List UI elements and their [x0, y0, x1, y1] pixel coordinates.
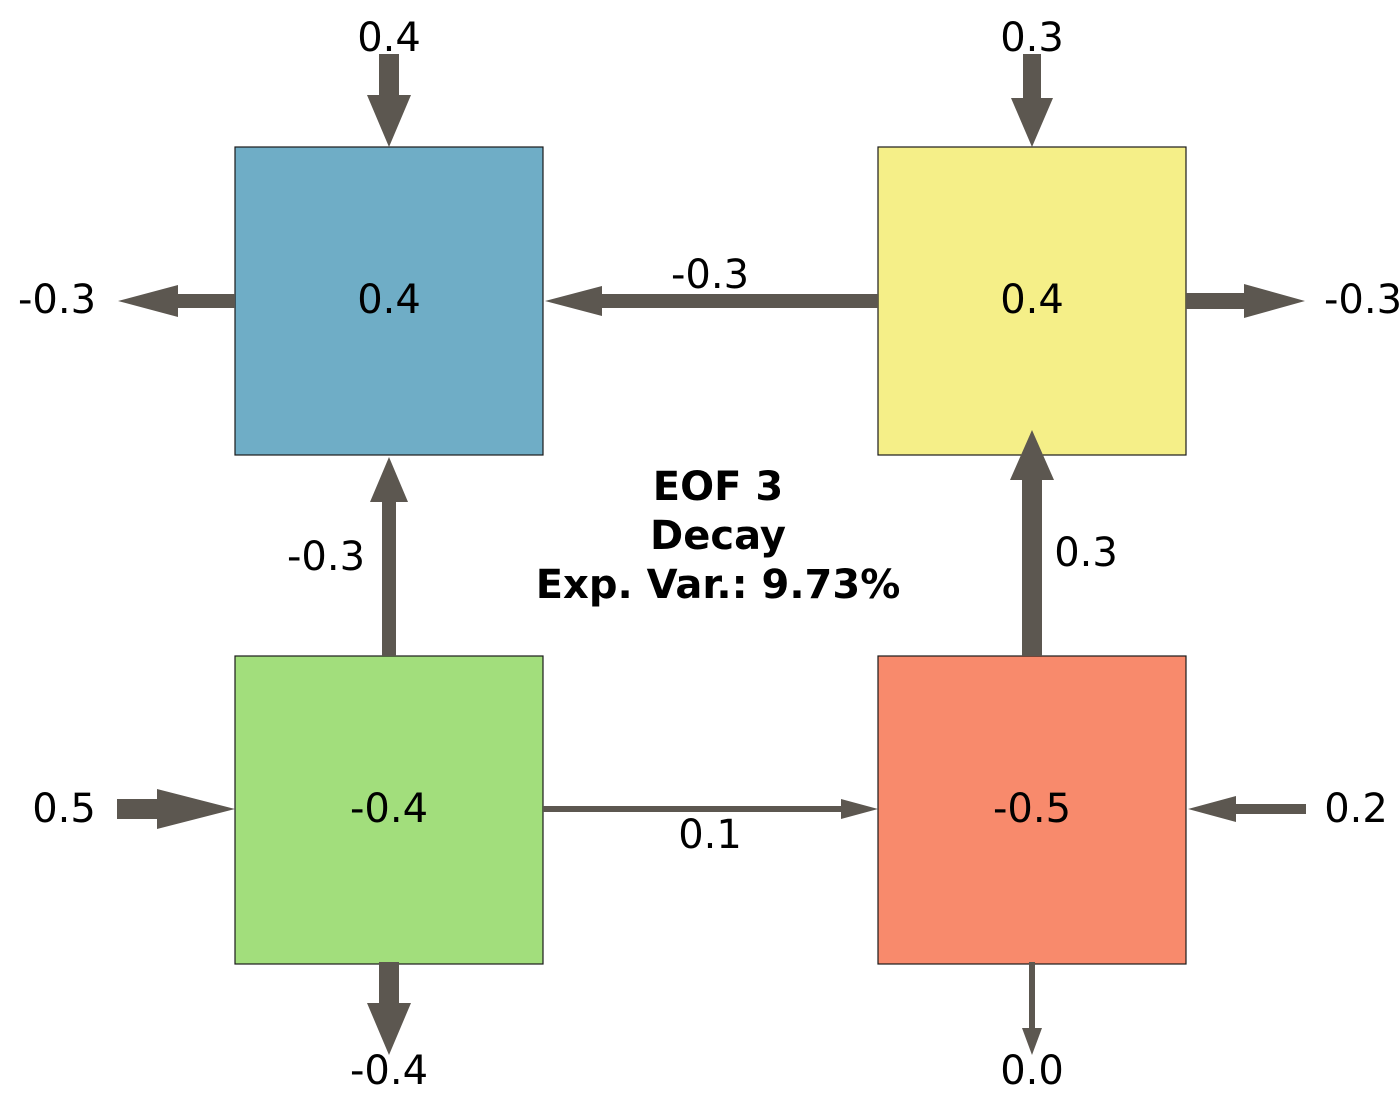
arrow-label-bottom-left-out-bottom: -0.4 [350, 1048, 428, 1094]
arrow-label-top-left-in-top: 0.4 [357, 15, 421, 61]
arrow-label-bottom-left-to-bottom-right: 0.1 [678, 812, 742, 858]
arrow-label-top-right-out-right: -0.3 [1324, 277, 1400, 323]
box-bottom-left-value: -0.4 [350, 786, 428, 832]
arrow-label-bottom-right-out-bottom: 0.0 [1000, 1048, 1064, 1094]
arrow-bottom-right-in-right [1188, 796, 1306, 822]
arrow-bottom-right-out-bottom [1022, 962, 1042, 1055]
arrow-label-top-right-in-top: 0.3 [1000, 15, 1064, 61]
arrow-bottom-right-to-top-right [1010, 430, 1054, 656]
arrow-bottom-left-in-left [117, 789, 235, 829]
box-top-left-value: 0.4 [357, 277, 421, 323]
arrow-label-bottom-right-in-right: 0.2 [1324, 786, 1388, 832]
box-top-right-value: 0.4 [1000, 277, 1064, 323]
arrow-label-top-right-to-top-left: -0.3 [671, 252, 749, 298]
diagram-title-line2: Decay [650, 513, 786, 559]
arrow-bottom-left-to-bottom-right [543, 799, 878, 819]
arrow-bottom-left-out-bottom [367, 962, 411, 1055]
arrow-label-bottom-left-to-top-left: -0.3 [287, 534, 365, 580]
arrow-top-left-in-top [367, 54, 411, 147]
arrow-top-right-in-top [1011, 54, 1053, 147]
box-top-left [234, 146, 544, 456]
box-bottom-right-value: -0.5 [993, 786, 1071, 832]
arrow-top-right-to-top-left [545, 286, 878, 316]
arrow-label-bottom-right-to-top-right: 0.3 [1054, 530, 1118, 576]
box-top-right [877, 146, 1187, 456]
arrow-bottom-left-to-top-left [370, 457, 408, 656]
diagram-title-line1: EOF 3 [653, 464, 783, 510]
arrow-top-left-out-left [118, 285, 235, 317]
arrow-label-bottom-left-in-left: 0.5 [32, 786, 96, 832]
arrow-top-right-out-right [1186, 284, 1305, 318]
box-bottom-right [877, 655, 1187, 965]
diagram-title-line3: Exp. Var.: 9.73% [536, 562, 901, 608]
arrow-label-top-left-out-left: -0.3 [18, 277, 96, 323]
